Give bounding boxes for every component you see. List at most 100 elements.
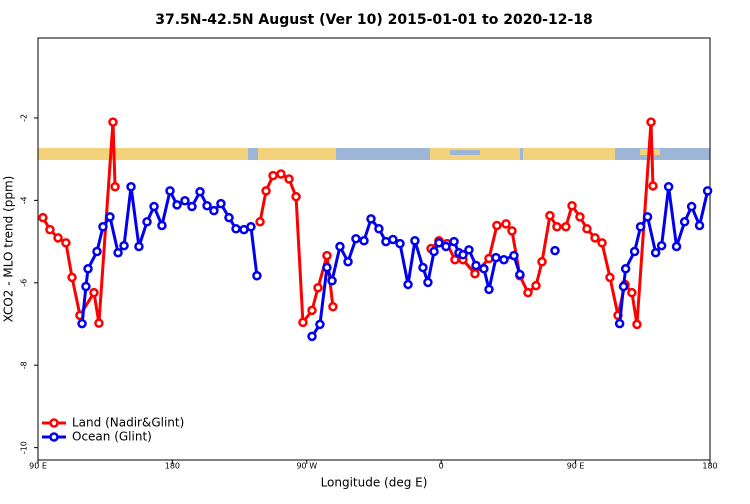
data-point	[507, 226, 517, 236]
y-tick-label: -4	[20, 196, 29, 204]
data-point	[327, 275, 337, 286]
data-point	[470, 268, 480, 279]
data-point	[590, 233, 600, 243]
data-point	[105, 212, 115, 222]
data-point	[646, 117, 656, 127]
data-point	[149, 201, 159, 212]
data-point	[216, 198, 226, 209]
data-point	[172, 200, 182, 210]
data-point	[231, 224, 241, 234]
y-tick-label: -6	[20, 279, 29, 287]
data-point	[92, 246, 102, 257]
data-point	[261, 186, 271, 196]
data-point	[575, 212, 585, 222]
data-point	[694, 220, 705, 231]
data-point	[567, 200, 577, 211]
data-point	[479, 264, 489, 274]
data-point	[702, 186, 713, 196]
x-tick-label: 180	[702, 462, 717, 471]
data-point	[449, 236, 459, 247]
data-point	[313, 282, 323, 293]
data-point	[202, 200, 212, 211]
data-point	[45, 224, 55, 235]
data-point	[195, 186, 205, 197]
x-tick-label: 0	[439, 462, 444, 471]
data-point	[38, 212, 48, 223]
data-point	[322, 262, 332, 273]
x-tick-label: 90 E	[29, 462, 47, 471]
data-point	[550, 245, 560, 256]
y-tick-label: -10	[20, 441, 29, 454]
data-point	[429, 246, 439, 257]
data-point	[418, 262, 428, 273]
data-point	[458, 250, 468, 260]
data-point	[423, 277, 433, 288]
plot-frame	[37, 37, 711, 461]
data-point	[268, 170, 278, 181]
data-point	[545, 210, 555, 221]
y-tick-label: -8	[20, 361, 29, 369]
data-point	[351, 233, 361, 244]
data-point	[157, 220, 167, 231]
data-point	[627, 287, 637, 298]
data-point	[464, 245, 474, 255]
legend-label: Ocean (Glint)	[72, 430, 152, 444]
x-tick-label: 90 E	[567, 462, 585, 471]
data-point	[501, 219, 511, 229]
data-point	[298, 317, 308, 328]
data-point	[94, 318, 104, 328]
data-point	[246, 221, 256, 232]
data-point	[492, 220, 502, 231]
data-point	[410, 236, 420, 246]
data-point	[635, 221, 646, 232]
data-point	[656, 240, 667, 251]
data-point	[605, 272, 615, 283]
data-point	[255, 217, 265, 227]
x-tick-label: 180	[165, 462, 180, 471]
data-point	[650, 247, 661, 258]
data-point	[89, 287, 99, 298]
legend-label: Land (Nadir&Glint)	[72, 416, 184, 430]
data-point	[307, 331, 317, 342]
data-point	[484, 284, 494, 295]
data-point	[98, 221, 108, 232]
data-point	[359, 236, 369, 246]
data-point	[113, 247, 123, 258]
data-point	[209, 205, 219, 216]
data-point	[187, 201, 197, 212]
data-point	[276, 169, 286, 179]
data-point	[284, 174, 294, 184]
data-point	[620, 264, 631, 274]
x-tick-label: 90 W	[296, 462, 317, 471]
data-point	[110, 182, 120, 192]
data-point	[403, 279, 413, 290]
data-point	[108, 117, 118, 127]
data-point	[328, 301, 338, 312]
data-point	[77, 318, 87, 329]
data-point	[679, 217, 690, 227]
data-point	[335, 241, 345, 252]
data-point	[597, 238, 607, 248]
data-point	[374, 224, 384, 234]
data-point	[434, 238, 444, 248]
data-point	[663, 182, 674, 192]
data-point	[441, 241, 451, 252]
data-point	[119, 240, 129, 251]
data-point	[561, 221, 571, 232]
y-axis-label: XCO2 - MLO trend (ppm)	[2, 176, 16, 323]
data-point	[614, 318, 625, 329]
data-point	[388, 234, 398, 245]
data-point	[61, 238, 71, 248]
data-point	[126, 182, 136, 192]
data-point	[134, 241, 144, 252]
data-point	[291, 191, 301, 202]
data-point	[67, 272, 77, 283]
land-ocean-map-strip	[38, 148, 710, 160]
data-point	[395, 238, 405, 249]
data-point	[629, 246, 640, 257]
data-point	[671, 241, 682, 252]
legend-marker	[49, 432, 59, 442]
data-point	[165, 186, 175, 196]
legend-marker	[49, 418, 59, 428]
